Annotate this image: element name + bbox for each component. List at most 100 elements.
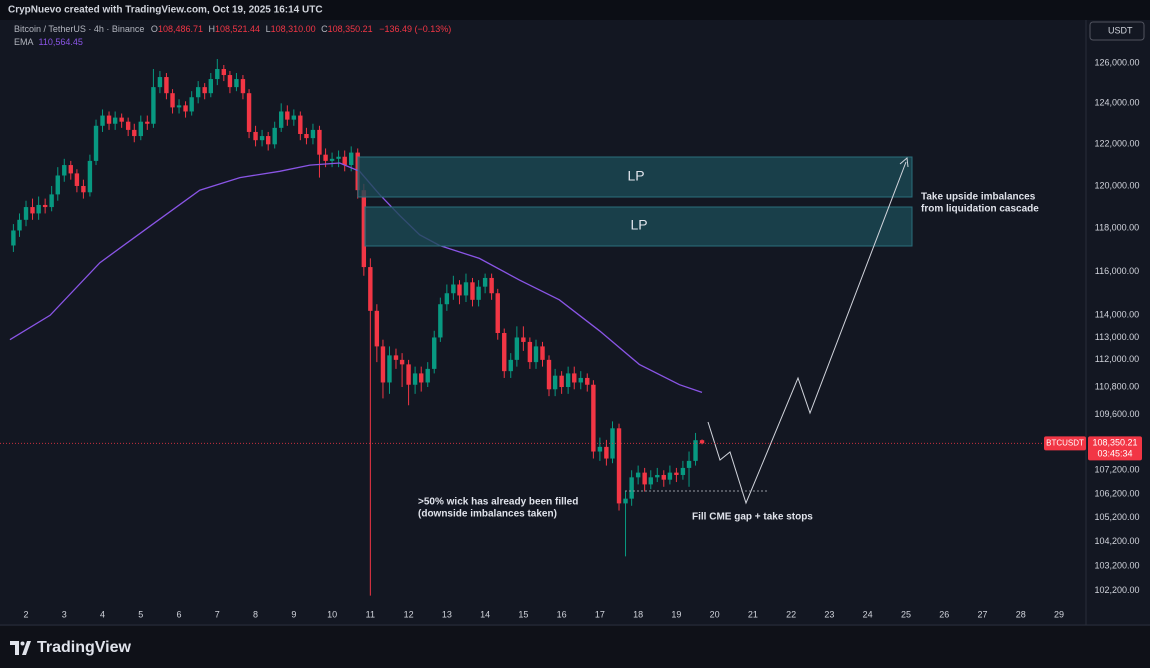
candle-body (62, 165, 67, 176)
credit-bar (0, 0, 1150, 20)
ohlc-key: L (266, 24, 271, 34)
candle-body (183, 105, 188, 112)
candle-body (655, 474, 660, 478)
candle-body (635, 472, 641, 478)
candle-body (648, 477, 653, 485)
candle-body (215, 69, 220, 80)
candle-body (495, 293, 500, 334)
candle-body (291, 115, 297, 120)
candle-body (463, 282, 469, 296)
candle-body (432, 337, 437, 369)
y-tick-label: 113,000.00 (1095, 332, 1139, 342)
candle-body (552, 375, 558, 390)
candle-body (470, 282, 475, 300)
annotation: from liquidation cascade (921, 204, 1039, 215)
candle-body (298, 115, 303, 135)
candle-body (425, 368, 430, 383)
candle-body (138, 121, 143, 137)
candle-body (285, 111, 290, 120)
candle-body (406, 364, 411, 385)
candle-body (132, 129, 137, 137)
candle-body (93, 125, 99, 161)
y-tick-label: 118,000.00 (1095, 223, 1139, 233)
lp-zone (364, 206, 913, 247)
candle-body (387, 355, 392, 383)
candle-body (502, 333, 507, 372)
candle-body (112, 117, 118, 124)
x-tick-label: 10 (327, 609, 337, 619)
candle-body (272, 127, 277, 145)
candle-body (145, 121, 150, 124)
candle-body (667, 472, 673, 480)
ema-name: EMA (14, 37, 34, 47)
candle-body (604, 446, 609, 459)
candle-body (623, 498, 628, 504)
footer (0, 626, 1150, 668)
annotation: Take upside imbalances (921, 192, 1036, 203)
candle-body (176, 105, 182, 108)
symbol-tag-bg (1044, 436, 1086, 451)
y-tick-label: 126,000.00 (1094, 57, 1139, 67)
x-tick-label: 3 (62, 609, 67, 619)
candle-body (476, 286, 481, 300)
candle-body (457, 284, 462, 296)
x-tick-label: 18 (633, 609, 643, 619)
y-tick-label: 103,200.00 (1094, 560, 1139, 570)
x-tick-label: 27 (977, 609, 987, 619)
x-tick-label: 25 (901, 609, 911, 619)
candle-body (412, 373, 418, 385)
ema-value: 110,564.45 (39, 37, 83, 47)
x-tick-label: 15 (518, 609, 528, 619)
currency[interactable]: USDT (1108, 25, 1133, 35)
annotation: Fill CME gap + take stops (692, 512, 813, 523)
x-tick-label: 2 (24, 609, 29, 619)
x-tick-label: 20 (710, 609, 720, 619)
y-tick-label: 114,000.00 (1095, 310, 1139, 320)
x-tick-label: 6 (177, 609, 182, 619)
candle-body (508, 359, 513, 372)
candle-body (349, 152, 354, 166)
candle-body (514, 337, 520, 360)
x-tick-label: 28 (1016, 609, 1026, 619)
price-tag: 108,350.21 (1092, 438, 1137, 448)
x-tick-label: 26 (939, 609, 949, 619)
candle-body (189, 97, 194, 112)
candle-body (521, 337, 526, 342)
candle-body (489, 277, 494, 294)
candle-body (368, 267, 373, 311)
candle-body (540, 346, 545, 360)
candle-body (253, 131, 258, 141)
candle-body (559, 375, 564, 388)
candle-body (342, 156, 347, 166)
candle-body (106, 115, 112, 124)
x-tick-label: 24 (863, 609, 873, 619)
candle-body (399, 359, 405, 365)
candle-body (699, 440, 705, 444)
logo-mark (10, 641, 31, 655)
currency-box[interactable] (1089, 21, 1145, 41)
candle-body (227, 75, 233, 88)
candle-body (533, 346, 539, 363)
ohlc-value: 108,486.71 (158, 24, 203, 34)
y-tick-label: 106,200.00 (1094, 488, 1139, 498)
brand: TradingView (37, 639, 132, 656)
candle-body (572, 373, 577, 383)
candle-body (591, 384, 596, 452)
candle-body (597, 446, 603, 452)
symbol-line: Bitcoin / TetherUS · 4h · Binance O108,4… (14, 24, 451, 34)
candle-body (680, 467, 686, 475)
ohlc-key: C (321, 24, 328, 34)
candle-body (49, 194, 54, 208)
x-tick-label: 7 (215, 609, 220, 619)
x-tick-label: 16 (557, 609, 567, 619)
y-tick-label: 107,200.00 (1094, 465, 1139, 475)
ohlc-key: H (209, 24, 216, 34)
candle-body (444, 293, 450, 305)
x-tick-label: 23 (824, 609, 834, 619)
candle-body (482, 277, 488, 287)
x-tick-label: 14 (480, 609, 490, 619)
zone-label: LP (630, 217, 647, 233)
candle-body (419, 373, 424, 383)
symbol-tag: BTCUSDT (1046, 438, 1084, 447)
logo-dot (20, 641, 25, 646)
